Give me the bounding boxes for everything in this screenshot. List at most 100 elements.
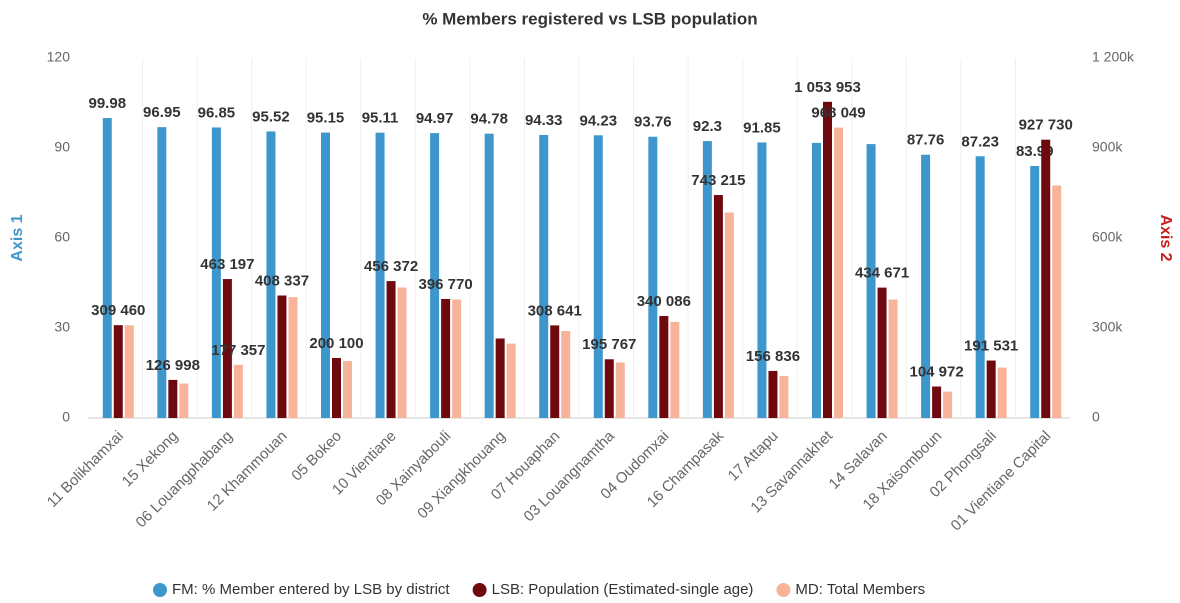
- bar: [768, 370, 778, 418]
- value-label: 99.98: [89, 95, 127, 112]
- bar: [430, 133, 440, 418]
- bar: [779, 376, 789, 418]
- bar: [812, 142, 821, 418]
- bar: [866, 144, 876, 418]
- legend-label: FM: % Member entered by LSB by district: [172, 581, 450, 598]
- value-label: 927 730: [1019, 117, 1073, 134]
- bar: [179, 383, 189, 418]
- bar: [757, 142, 767, 418]
- bar: [386, 281, 396, 418]
- bar: [724, 212, 734, 418]
- bar: [932, 386, 942, 418]
- y2-axis-label: Axis 2: [1157, 214, 1174, 261]
- bar: [921, 154, 931, 418]
- bar: [561, 331, 571, 418]
- bar: [495, 338, 505, 418]
- value-label: 93.76: [634, 114, 672, 131]
- y-tick-label: 60: [54, 229, 70, 245]
- legend-swatch: [472, 583, 487, 597]
- y2-tick-label: 900k: [1092, 139, 1123, 155]
- bar: [593, 135, 603, 418]
- x-tick-label: 17 Attapu: [725, 428, 782, 485]
- value-label: 1 053 953: [794, 79, 861, 96]
- value-label: 94.33: [525, 112, 563, 129]
- bar: [452, 299, 462, 418]
- y-axis-label: Axis 1: [9, 214, 26, 261]
- bar: [441, 298, 451, 418]
- value-label: 968 049: [811, 105, 865, 122]
- value-label: 434 671: [855, 265, 909, 282]
- bar: [484, 133, 494, 418]
- bar: [615, 362, 625, 418]
- bar: [233, 364, 243, 418]
- value-label: 91.85: [743, 119, 781, 136]
- bar: [659, 315, 669, 418]
- y-tick-label: 90: [54, 139, 70, 155]
- value-label: 87.23: [961, 133, 999, 150]
- bar: [648, 136, 658, 418]
- bar: [986, 360, 996, 418]
- legend-label: LSB: Population (Estimated-single age): [492, 581, 754, 598]
- legend-label: MD: Total Members: [795, 581, 925, 598]
- chart-title: % Members registered vs LSB population: [422, 9, 757, 28]
- value-label: 94.97: [416, 110, 454, 127]
- bar: [506, 343, 516, 418]
- value-label: 104 972: [909, 363, 963, 380]
- x-tick-label: 03 Louangnamtha: [520, 427, 618, 525]
- bar: [277, 295, 287, 418]
- bar: [288, 297, 298, 418]
- value-label: 96.85: [198, 104, 236, 121]
- bar: [550, 325, 560, 418]
- x-tick-label: 11 Bolikhamxai: [44, 428, 127, 511]
- x-tick-label: 05 Bokeo: [288, 428, 345, 485]
- value-label: 456 372: [364, 258, 418, 275]
- value-label: 95.15: [307, 110, 345, 127]
- value-label: 191 531: [964, 338, 1018, 355]
- value-label: 177 357: [211, 342, 265, 359]
- y-tick-label: 0: [62, 409, 70, 425]
- bar: [266, 131, 276, 418]
- x-tick-label: 01 Vientiane Capital: [948, 428, 1055, 535]
- bar: [397, 287, 407, 418]
- value-label: 95.11: [362, 110, 399, 127]
- bar: [1041, 139, 1051, 418]
- x-tick-label: 06 Louangphabang: [133, 428, 236, 531]
- value-label: 309 460: [91, 302, 145, 319]
- value-label: 195 767: [582, 336, 636, 353]
- value-label: 408 337: [255, 272, 309, 289]
- value-label: 92.3: [693, 118, 722, 135]
- value-label: 308 641: [528, 302, 582, 319]
- bar: [1052, 185, 1062, 418]
- bar: [211, 127, 221, 418]
- bar: [997, 367, 1007, 418]
- bar: [343, 361, 352, 418]
- value-label: 95.52: [252, 108, 290, 125]
- bar: [124, 325, 134, 418]
- bar: [713, 195, 723, 418]
- bar: [702, 141, 712, 418]
- bar: [877, 287, 887, 418]
- bar: [834, 127, 843, 418]
- bar: [888, 299, 898, 418]
- bar: [539, 135, 549, 418]
- y2-tick-label: 300k: [1092, 319, 1123, 335]
- value-label: 87.76: [907, 132, 945, 149]
- bar: [102, 118, 112, 418]
- value-label: 96.95: [143, 104, 181, 121]
- value-label: 156 836: [746, 348, 800, 365]
- y-tick-label: 120: [47, 49, 71, 65]
- value-label: 200 100: [309, 335, 363, 352]
- bar: [113, 325, 123, 418]
- y2-tick-label: 600k: [1092, 229, 1123, 245]
- value-label: 340 086: [637, 293, 691, 310]
- y2-tick-label: 1 200k: [1092, 49, 1135, 65]
- bar: [604, 359, 614, 418]
- value-label: 396 770: [418, 276, 472, 293]
- bar: [375, 132, 385, 419]
- value-label: 743 215: [691, 172, 745, 189]
- bar: [157, 127, 167, 419]
- y2-tick-label: 0: [1092, 409, 1100, 425]
- value-label: 94.23: [580, 112, 618, 129]
- y-tick-label: 30: [54, 319, 70, 335]
- value-label: 94.78: [470, 111, 508, 128]
